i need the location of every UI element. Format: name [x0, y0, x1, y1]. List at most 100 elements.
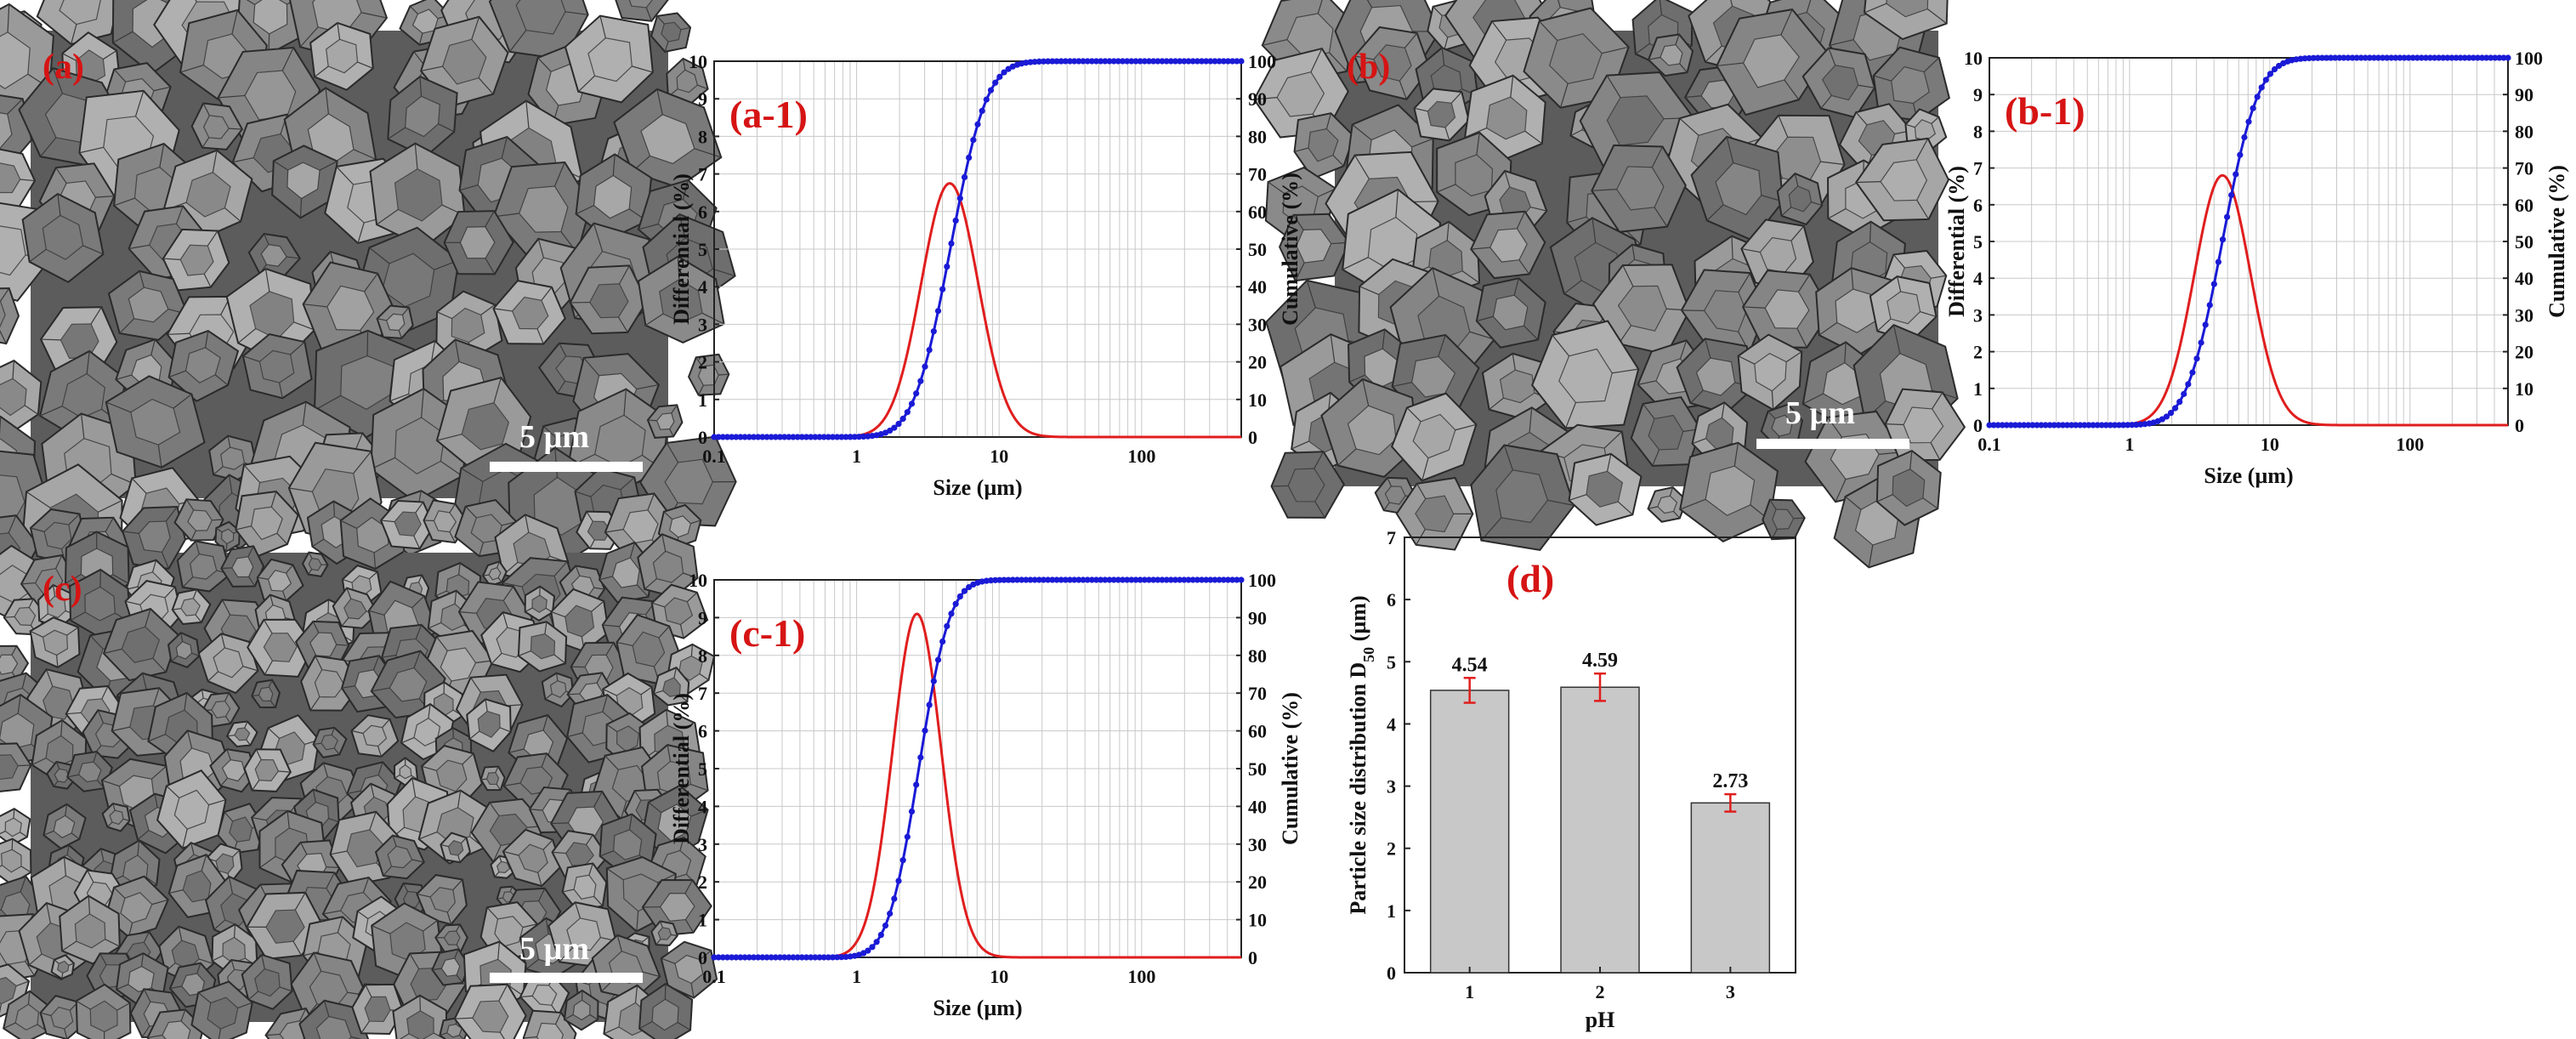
crystal-top-facet	[1296, 229, 1332, 264]
y-tick-label-left: 5	[1973, 231, 1983, 253]
cumulative-point	[2431, 54, 2438, 61]
crystal-edge	[30, 527, 45, 532]
y-tick-label-right: 60	[1248, 721, 1267, 742]
cumulative-point	[715, 434, 722, 440]
crystal-edge	[589, 539, 595, 549]
cumulative-point	[1045, 576, 1052, 583]
cumulative-point	[2362, 54, 2369, 61]
crystal-edge	[1254, 97, 1278, 100]
crystal-edge	[574, 902, 581, 919]
crystal-top-facet	[213, 647, 244, 678]
crystal-edge	[71, 832, 80, 840]
crystal-edge	[328, 818, 339, 823]
crystal-edge	[565, 11, 588, 15]
cumulative-point	[711, 954, 718, 961]
crystal-top-facet	[267, 570, 292, 592]
crystal-edge	[449, 531, 456, 543]
crystal-top-facet	[1903, 406, 1944, 444]
crystal-top-facet	[128, 965, 155, 993]
crystal-top-facet	[674, 954, 704, 985]
cumulative-point	[2241, 133, 2248, 141]
crystal-edge	[326, 866, 340, 869]
crystal-top-facet	[43, 685, 75, 720]
crystal-edge	[314, 65, 329, 77]
crystal-edge	[642, 936, 650, 942]
cumulative-point	[2038, 422, 2045, 429]
y-tick-label-left: 10	[1964, 48, 1983, 69]
crystal-top-facet	[173, 789, 210, 830]
cumulative-point	[2370, 54, 2378, 61]
crystal-top-facet	[265, 909, 305, 944]
crystal-edge	[299, 198, 303, 219]
cumulative-point	[851, 434, 858, 440]
crystal-edge	[661, 534, 667, 552]
crystal-edge	[330, 850, 348, 855]
chart-d: 0 1 2 3 4 5 6 7 4.54 1 4.59 2 2.73 3 pH Particle size d…	[1336, 527, 1813, 1037]
crystal-edge	[1444, 37, 1449, 51]
crystal-top-facet	[1657, 495, 1678, 514]
crystal-edge	[93, 751, 98, 763]
cumulative-point	[922, 363, 928, 370]
crystal-top-facet	[234, 727, 251, 741]
cumulative-point	[922, 727, 928, 734]
cumulative-point	[812, 434, 819, 440]
cumulative-point	[2003, 422, 2010, 429]
crystal-edge	[1790, 225, 1805, 241]
crystal-top-facet	[1759, 236, 1797, 274]
crystal-top-facet	[1821, 65, 1859, 101]
crystal-edge	[456, 924, 461, 932]
crystal-edge	[591, 600, 604, 612]
crystal-edge	[213, 466, 224, 475]
cumulative-point	[2310, 54, 2317, 61]
crystal-top-facet	[258, 686, 274, 701]
y-axis-title: Particle size distribution D50 (µm)	[1346, 595, 1377, 914]
cumulative-point	[847, 434, 854, 440]
cumulative-point	[1066, 58, 1074, 65]
crystal-edge	[414, 143, 418, 169]
crystal-edge	[336, 644, 349, 646]
crystal-edge	[1716, 62, 1744, 67]
crystal-edge	[462, 752, 474, 765]
crystal-edge	[76, 1000, 91, 1010]
crystal-edge	[62, 53, 77, 61]
crystal-edge	[64, 1028, 68, 1039]
crystal-edge	[438, 123, 455, 133]
crystal-edge	[68, 962, 75, 966]
crystal-edge	[690, 809, 708, 817]
cumulative-point	[1167, 58, 1174, 65]
cumulative-point	[733, 954, 740, 961]
cumulative-point	[2470, 54, 2477, 61]
crystal-top-facet	[386, 313, 406, 332]
crystal-top-facet	[0, 225, 26, 276]
y-tick-label-right: 100	[1248, 570, 1276, 591]
crystal-edge	[140, 953, 145, 967]
crystal-edge	[479, 542, 484, 557]
crystal-edge	[1359, 286, 1379, 295]
crystal-edge	[440, 843, 449, 848]
crystal-top-facet	[530, 633, 556, 660]
cumulative-point	[1075, 576, 1082, 583]
crystal-top-facet	[220, 528, 235, 545]
y-tick-label-left: 9	[698, 88, 707, 110]
crystal-edge	[1366, 0, 1373, 9]
bar-ph-1	[1429, 690, 1510, 974]
crystal-edge	[423, 920, 439, 932]
cumulative-point	[820, 954, 827, 961]
crystal-edge	[31, 758, 47, 766]
crystal-edge	[718, 373, 729, 376]
cumulative-point	[834, 434, 841, 440]
cumulative-point	[1053, 58, 1060, 65]
crystal-edge	[203, 273, 212, 288]
crystal-top-facet	[4, 817, 22, 837]
cumulative-point	[1088, 58, 1095, 65]
cumulative-point	[1080, 576, 1087, 583]
crystal-edge	[213, 919, 226, 930]
cumulative-point	[2488, 54, 2494, 61]
crystal-top-facet	[652, 550, 684, 583]
crystal-edge	[308, 552, 313, 559]
series-line-differential	[1989, 173, 2508, 427]
crystal-edge	[661, 957, 676, 964]
cumulative-point	[812, 954, 819, 961]
crystal-edge	[1476, 132, 1480, 155]
crystal-edge	[235, 525, 252, 531]
